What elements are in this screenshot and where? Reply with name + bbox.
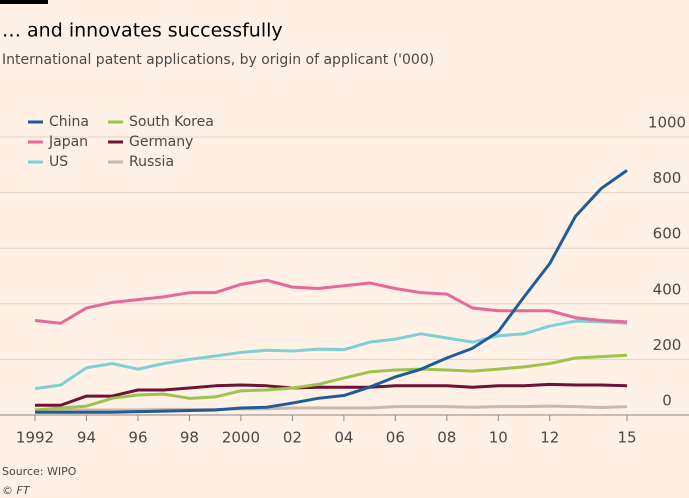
x-tick-label: 02 xyxy=(283,429,302,447)
y-tick-label: 400 xyxy=(653,280,682,298)
x-tick-label: 06 xyxy=(386,429,405,447)
y-tick-label: 0 xyxy=(662,392,672,410)
credit: © FT xyxy=(2,484,31,497)
y-tick-label: 600 xyxy=(653,225,682,243)
y-tick-label: 200 xyxy=(653,336,682,354)
legend-label: China xyxy=(49,114,89,130)
source: Source: WIPO xyxy=(2,465,77,478)
x-tick-label: 10 xyxy=(489,429,508,447)
legend-label: Germany xyxy=(129,134,193,150)
x-tick-label: 08 xyxy=(437,429,456,447)
series-line xyxy=(34,353,628,412)
chart-title: … and innovates successfully xyxy=(2,20,283,42)
series-line xyxy=(34,278,628,325)
y-tick-label: 800 xyxy=(653,169,682,187)
chart-subtitle: International patent applications, by or… xyxy=(2,52,434,68)
x-tick-label: 94 xyxy=(77,429,96,447)
x-tick-label: 1992 xyxy=(16,429,54,447)
legend-label: Russia xyxy=(129,154,174,170)
series-line xyxy=(34,404,628,413)
legend-label: US xyxy=(49,154,68,170)
series-line xyxy=(34,319,628,391)
legend-label: Japan xyxy=(48,134,88,150)
x-tick-label: 2000 xyxy=(222,429,260,447)
y-tick-label: 1000 xyxy=(648,114,686,132)
series-line xyxy=(35,382,628,407)
x-tick-label: 15 xyxy=(617,429,636,447)
x-tick-label: 96 xyxy=(128,429,147,447)
series-line xyxy=(35,169,628,414)
x-tick-label: 98 xyxy=(180,429,199,447)
x-tick-label: 12 xyxy=(540,429,559,447)
brand-bar xyxy=(0,0,48,4)
x-tick-label: 04 xyxy=(334,429,353,447)
legend-label: South Korea xyxy=(129,114,214,130)
